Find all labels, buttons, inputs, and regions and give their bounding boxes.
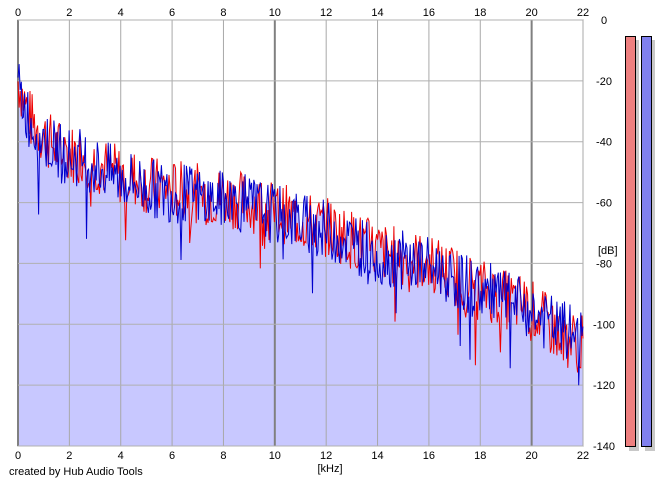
left-channel-meter [625,36,636,447]
x-tick-label-bottom: 12 [320,450,332,462]
y-tick-labels: 0 -20 -40 -60 -80 -100 -120 -140 [593,15,615,453]
grid-lines [17,19,584,447]
x-tick-label-bottom: 20 [526,450,538,462]
x-tick-label-bottom: 16 [423,450,435,462]
x-tick-label-bottom: 18 [474,450,486,462]
x-tick-label-top: 14 [371,7,383,19]
x-tick-label-top: 16 [423,7,435,19]
x-tick-label-bottom: 8 [220,450,226,462]
x-tick-label-top: 22 [577,7,589,19]
series-line-2 [17,64,584,386]
x-tick-label-top: 10 [269,7,281,19]
x-tick-label-bottom: 10 [269,450,281,462]
y-tick-label: -100 [593,319,615,331]
spectrum-fill [18,64,583,446]
y-tick-label: 0 [601,15,607,27]
spectrum-fill-area [18,64,583,446]
x-axis-label: [kHz] [317,463,342,475]
x-tick-label-bottom: 2 [66,450,72,462]
x-tick-label-top: 6 [169,7,175,19]
y-tick-label: -20 [596,76,612,88]
x-tick-label-top: 2 [66,7,72,19]
x-tick-label-top: 8 [220,7,226,19]
x-tick-label-bottom: 4 [118,450,124,462]
x-tick-label-top: 20 [526,7,538,19]
x-tick-labels-top: 0 2 4 6 8 10 12 14 16 18 20 22 [15,7,589,19]
x-tick-label-top: 4 [118,7,124,19]
x-tick-label-top: 18 [474,7,486,19]
credit-text: created by Hub Audio Tools [9,466,143,478]
y-axis-label: [dB] [598,245,618,257]
y-tick-label: -80 [596,258,612,270]
y-tick-label: -140 [593,441,615,453]
x-tick-label-top: 0 [15,7,21,19]
x-tick-label-top: 12 [320,7,332,19]
x-tick-labels-bottom: 0 2 4 6 8 10 12 14 16 18 20 22 [15,450,589,462]
y-tick-label: -120 [593,380,615,392]
y-tick-label: -40 [596,137,612,149]
x-tick-label-bottom: 6 [169,450,175,462]
y-tick-label: -60 [596,198,612,210]
x-tick-label-bottom: 0 [15,450,21,462]
series-lines [17,64,584,386]
right-channel-meter [641,36,652,447]
x-tick-label-bottom: 14 [371,450,383,462]
x-tick-label-bottom: 22 [577,450,589,462]
